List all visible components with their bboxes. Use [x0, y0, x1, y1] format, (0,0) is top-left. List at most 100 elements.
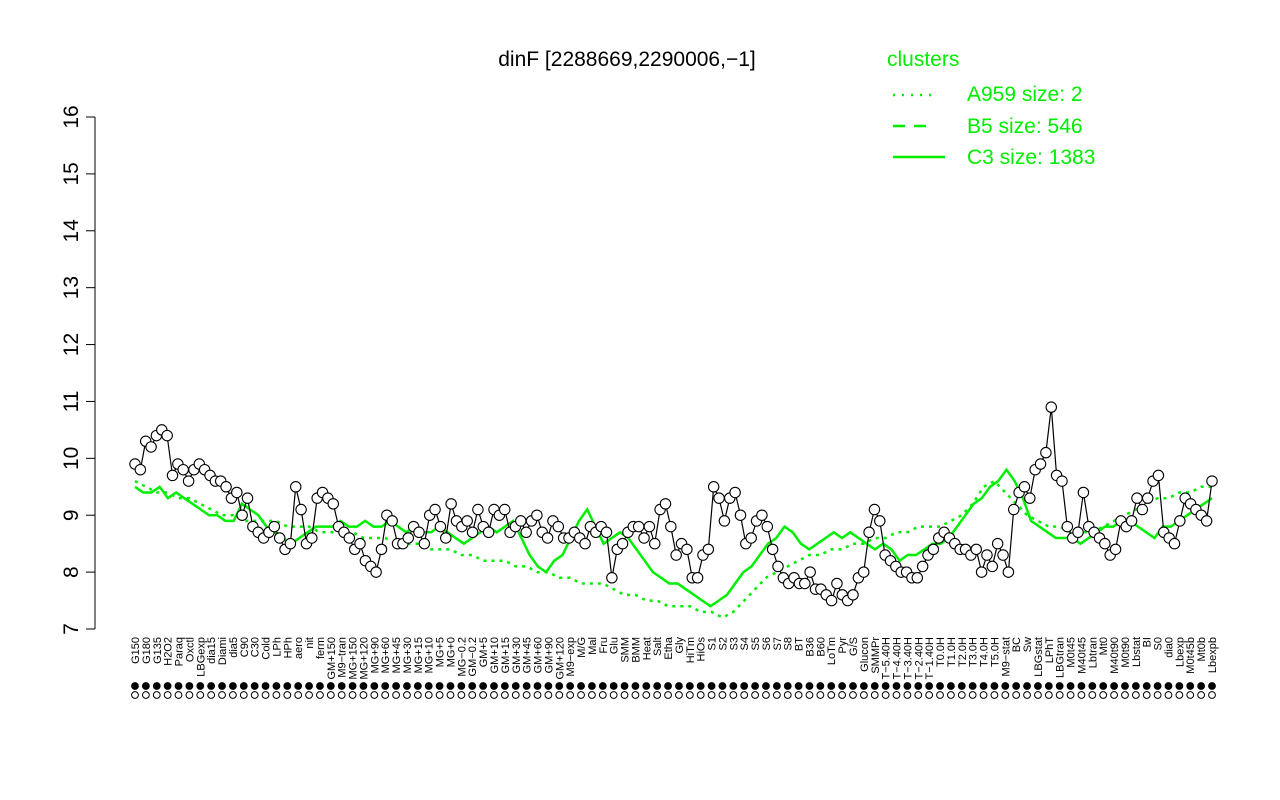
x-tick-label: Glucon	[859, 637, 871, 672]
data-point	[670, 549, 682, 561]
x-marker-bottom	[1066, 691, 1075, 699]
data-point	[1034, 458, 1047, 470]
x-tick-label: Lbstat	[1131, 637, 1143, 667]
data-point	[1018, 481, 1031, 493]
x-marker-top	[1034, 682, 1042, 690]
data-point	[295, 503, 307, 516]
x-tick-label: SMMPr	[870, 637, 882, 674]
x-marker-top	[1023, 682, 1031, 690]
x-marker-bottom	[577, 691, 585, 699]
x-tick-label: T−2.40H	[913, 637, 925, 680]
x-marker-bottom	[729, 691, 738, 699]
x-tick-label: GM+45	[522, 637, 534, 673]
data-point	[1002, 566, 1015, 578]
data-point	[1125, 515, 1138, 527]
x-marker-bottom	[141, 691, 150, 699]
x-tick-label: M/G	[576, 637, 588, 658]
x-marker-bottom	[816, 691, 825, 699]
x-tick-label: M9−exp	[565, 637, 577, 676]
x-tick-label: G/S	[848, 637, 860, 656]
x-marker-top	[881, 682, 890, 690]
data-point	[707, 481, 720, 493]
x-marker-bottom	[664, 691, 672, 699]
x-marker-bottom	[903, 691, 912, 699]
x-tick-label: GM+90	[543, 637, 555, 673]
data-point	[273, 532, 286, 544]
data-point	[970, 543, 982, 556]
x-marker-top	[577, 682, 585, 690]
data-point	[772, 560, 784, 573]
x-marker-bottom	[403, 691, 411, 699]
x-tick-label: M40t45	[1076, 637, 1088, 674]
data-point	[643, 520, 656, 533]
x-tick-label: T−4.40H	[892, 637, 904, 680]
x-marker-top	[685, 682, 694, 690]
data-point	[161, 429, 173, 442]
x-marker-top	[675, 682, 683, 690]
x-marker-top	[250, 682, 259, 690]
x-marker-top	[1164, 682, 1173, 690]
data-point	[445, 498, 457, 510]
x-marker-bottom	[740, 691, 749, 699]
x-marker-bottom	[936, 691, 944, 699]
x-marker-bottom	[1023, 691, 1031, 699]
data-point	[429, 503, 441, 516]
x-tick-label: Lbexp	[1174, 637, 1186, 667]
x-marker-bottom	[359, 691, 368, 699]
legend-label-a959: A959 size: 2	[967, 83, 1083, 106]
x-marker-bottom	[229, 691, 237, 699]
x-tick-label: BT	[794, 637, 806, 651]
x-tick-label: Fru	[598, 637, 610, 654]
data-point	[579, 537, 591, 550]
x-marker-bottom	[1077, 691, 1086, 699]
data-point	[863, 526, 875, 539]
x-marker-bottom	[914, 691, 923, 699]
x-marker-top	[392, 682, 400, 690]
data-point	[799, 577, 811, 590]
series-line-gene	[134, 407, 1213, 602]
y-tick-label: 14	[60, 219, 83, 243]
x-marker-top	[783, 682, 792, 690]
data-point	[857, 566, 870, 578]
x-marker-top	[979, 682, 988, 690]
x-tick-label: Paraq	[174, 637, 186, 666]
data-point	[231, 486, 243, 499]
x-tick-label: M0t45b	[1185, 637, 1197, 674]
x-marker-top	[751, 682, 759, 690]
x-marker-top	[468, 682, 477, 690]
x-tick-label: B36	[804, 637, 816, 657]
x-tick-label: T−3.40H	[902, 637, 914, 680]
data-point	[606, 572, 618, 584]
x-marker-top	[1142, 682, 1151, 690]
x-marker-top	[1131, 682, 1140, 690]
x-marker-top	[566, 682, 575, 690]
data-point	[756, 509, 768, 521]
x-marker-top	[653, 682, 662, 690]
x-marker-top	[1099, 682, 1108, 690]
data-point	[515, 515, 527, 527]
x-tick-label: LBGstat	[1033, 637, 1045, 677]
x-marker-top	[163, 682, 172, 690]
x-marker-bottom	[772, 691, 781, 699]
data-point	[997, 549, 1009, 561]
x-marker-bottom	[762, 691, 770, 699]
x-marker-top	[185, 682, 194, 690]
x-marker-bottom	[239, 691, 248, 699]
x-marker-bottom	[990, 691, 999, 699]
data-point	[659, 498, 672, 510]
data-point	[681, 543, 693, 556]
x-marker-bottom	[642, 691, 651, 699]
x-tick-label: Pyr	[837, 637, 849, 654]
x-marker-bottom	[1055, 691, 1064, 699]
x-marker-top	[544, 682, 553, 690]
x-tick-label: Mt0	[1098, 637, 1110, 655]
x-tick-label: GM+60	[533, 637, 545, 673]
x-marker-top	[1208, 682, 1216, 690]
x-marker-top	[348, 682, 357, 690]
data-point	[825, 594, 838, 607]
data-point	[541, 532, 554, 544]
x-marker-bottom	[479, 691, 488, 699]
x-marker-bottom	[185, 691, 194, 699]
x-tick-label: BC	[1011, 637, 1023, 652]
x-marker-top	[609, 682, 618, 690]
